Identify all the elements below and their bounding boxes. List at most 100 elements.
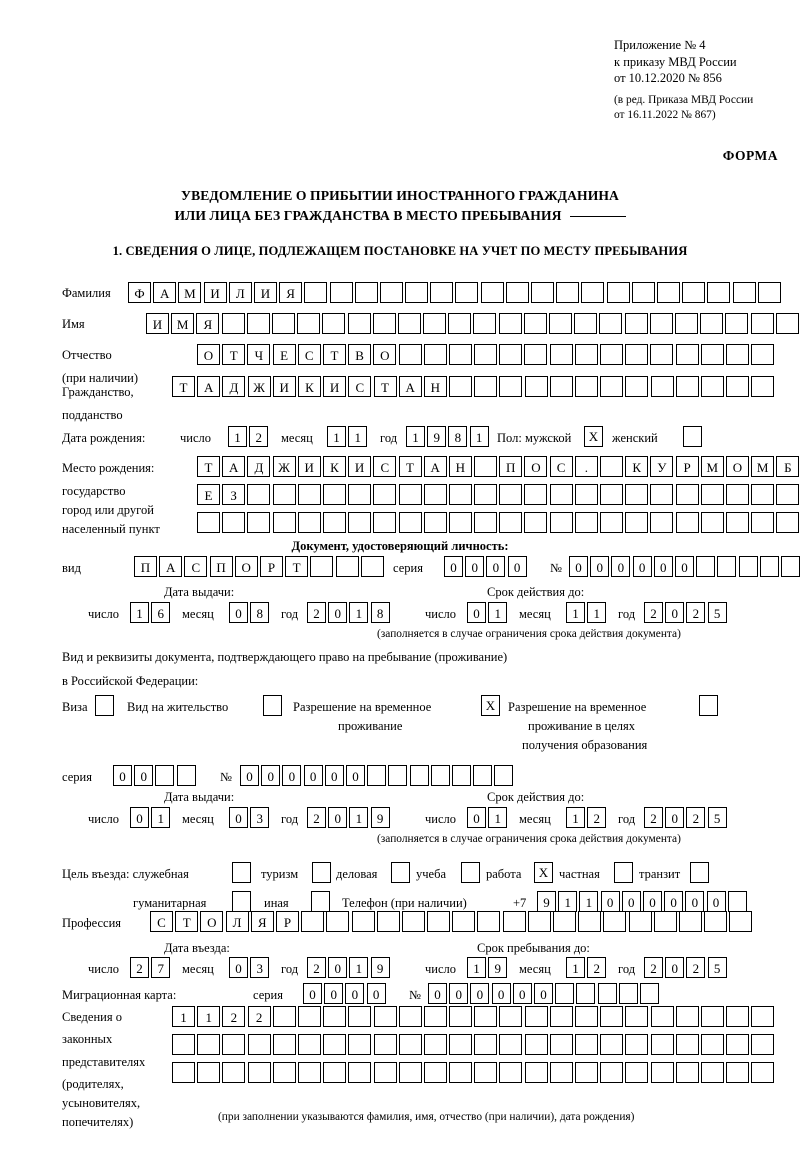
reps-row-3-cells[interactable] xyxy=(172,1062,777,1083)
char-cell[interactable] xyxy=(494,765,514,786)
char-cell[interactable]: 0 xyxy=(600,891,620,912)
char-cell[interactable]: С xyxy=(373,456,397,477)
char-cell[interactable]: И xyxy=(272,376,296,397)
char-cell[interactable] xyxy=(751,1006,775,1027)
char-cell[interactable]: Н xyxy=(423,376,447,397)
char-cell[interactable]: 0 xyxy=(590,556,610,577)
purpose-tourism-checkbox[interactable] xyxy=(312,862,331,883)
char-cell[interactable]: Ж xyxy=(272,456,296,477)
char-cell[interactable] xyxy=(398,484,422,505)
char-cell[interactable]: 2 xyxy=(644,602,663,623)
char-cell[interactable]: Н xyxy=(448,456,472,477)
char-cell[interactable]: 0 xyxy=(328,957,348,978)
char-cell[interactable]: С xyxy=(297,344,321,365)
char-cell[interactable] xyxy=(675,1006,699,1027)
char-cell[interactable]: В xyxy=(348,344,372,365)
char-cell[interactable] xyxy=(323,1034,347,1055)
char-cell[interactable]: 1 xyxy=(587,602,607,623)
char-cell[interactable] xyxy=(348,1034,372,1055)
char-cell[interactable]: П xyxy=(134,556,157,577)
visa-checkbox[interactable] xyxy=(95,695,114,716)
char-cell[interactable] xyxy=(499,376,523,397)
char-cell[interactable]: Л xyxy=(225,911,249,932)
char-cell[interactable]: М xyxy=(700,456,724,477)
char-cell[interactable] xyxy=(780,556,800,577)
char-cell[interactable] xyxy=(372,313,396,334)
char-cell[interactable] xyxy=(575,376,598,397)
char-cell[interactable]: 2 xyxy=(686,807,706,828)
char-cell[interactable] xyxy=(448,344,472,365)
char-cell[interactable] xyxy=(600,376,624,397)
char-cell[interactable] xyxy=(631,282,655,303)
char-cell[interactable] xyxy=(650,484,674,505)
char-cell[interactable] xyxy=(304,282,328,303)
char-cell[interactable] xyxy=(574,484,598,505)
char-cell[interactable]: 2 xyxy=(222,1006,246,1027)
char-cell[interactable] xyxy=(360,556,384,577)
char-cell[interactable]: 0 xyxy=(328,602,348,623)
char-cell[interactable] xyxy=(726,1034,750,1055)
char-cell[interactable]: 0 xyxy=(328,807,348,828)
char-cell[interactable]: И xyxy=(253,282,277,303)
char-cell[interactable]: 1 xyxy=(566,957,585,978)
char-cell[interactable] xyxy=(650,1062,674,1083)
char-cell[interactable]: Т xyxy=(285,556,309,577)
char-cell[interactable] xyxy=(524,484,548,505)
char-cell[interactable] xyxy=(323,1006,347,1027)
char-cell[interactable] xyxy=(197,512,220,533)
char-cell[interactable] xyxy=(639,983,659,1004)
char-cell[interactable]: О xyxy=(725,456,749,477)
char-cell[interactable]: 0 xyxy=(240,765,259,786)
char-cell[interactable] xyxy=(448,484,472,505)
char-cell[interactable] xyxy=(549,1034,573,1055)
char-cell[interactable] xyxy=(373,512,397,533)
char-cell[interactable] xyxy=(310,556,334,577)
char-cell[interactable] xyxy=(600,1034,624,1055)
char-cell[interactable]: 2 xyxy=(686,602,706,623)
char-cell[interactable]: А xyxy=(159,556,183,577)
char-cell[interactable] xyxy=(409,765,429,786)
char-cell[interactable] xyxy=(502,911,526,932)
char-cell[interactable] xyxy=(297,512,321,533)
char-cell[interactable] xyxy=(700,1006,724,1027)
char-cell[interactable] xyxy=(474,1006,498,1027)
char-cell[interactable] xyxy=(222,512,246,533)
char-cell[interactable]: 1 xyxy=(566,602,585,623)
char-cell[interactable]: О xyxy=(200,911,224,932)
purpose-official-checkbox[interactable] xyxy=(232,862,251,883)
char-cell[interactable]: 1 xyxy=(228,426,247,447)
char-cell[interactable] xyxy=(625,484,649,505)
char-cell[interactable] xyxy=(696,556,716,577)
char-cell[interactable]: 1 xyxy=(349,957,369,978)
char-cell[interactable] xyxy=(524,376,548,397)
char-cell[interactable] xyxy=(451,765,471,786)
char-cell[interactable]: 2 xyxy=(587,957,607,978)
char-cell[interactable]: 0 xyxy=(653,556,673,577)
char-cell[interactable] xyxy=(628,911,652,932)
char-cell[interactable] xyxy=(600,1006,624,1027)
char-cell[interactable]: 0 xyxy=(345,765,365,786)
char-cell[interactable] xyxy=(553,911,576,932)
char-cell[interactable]: 1 xyxy=(327,426,346,447)
char-cell[interactable]: 0 xyxy=(282,765,302,786)
char-cell[interactable]: А xyxy=(197,376,221,397)
purpose-business-checkbox[interactable] xyxy=(391,862,410,883)
char-cell[interactable] xyxy=(675,344,699,365)
char-cell[interactable]: 0 xyxy=(507,556,527,577)
char-cell[interactable] xyxy=(322,313,346,334)
char-cell[interactable]: Т xyxy=(197,456,220,477)
char-cell[interactable]: 2 xyxy=(644,807,663,828)
char-cell[interactable] xyxy=(197,1034,221,1055)
